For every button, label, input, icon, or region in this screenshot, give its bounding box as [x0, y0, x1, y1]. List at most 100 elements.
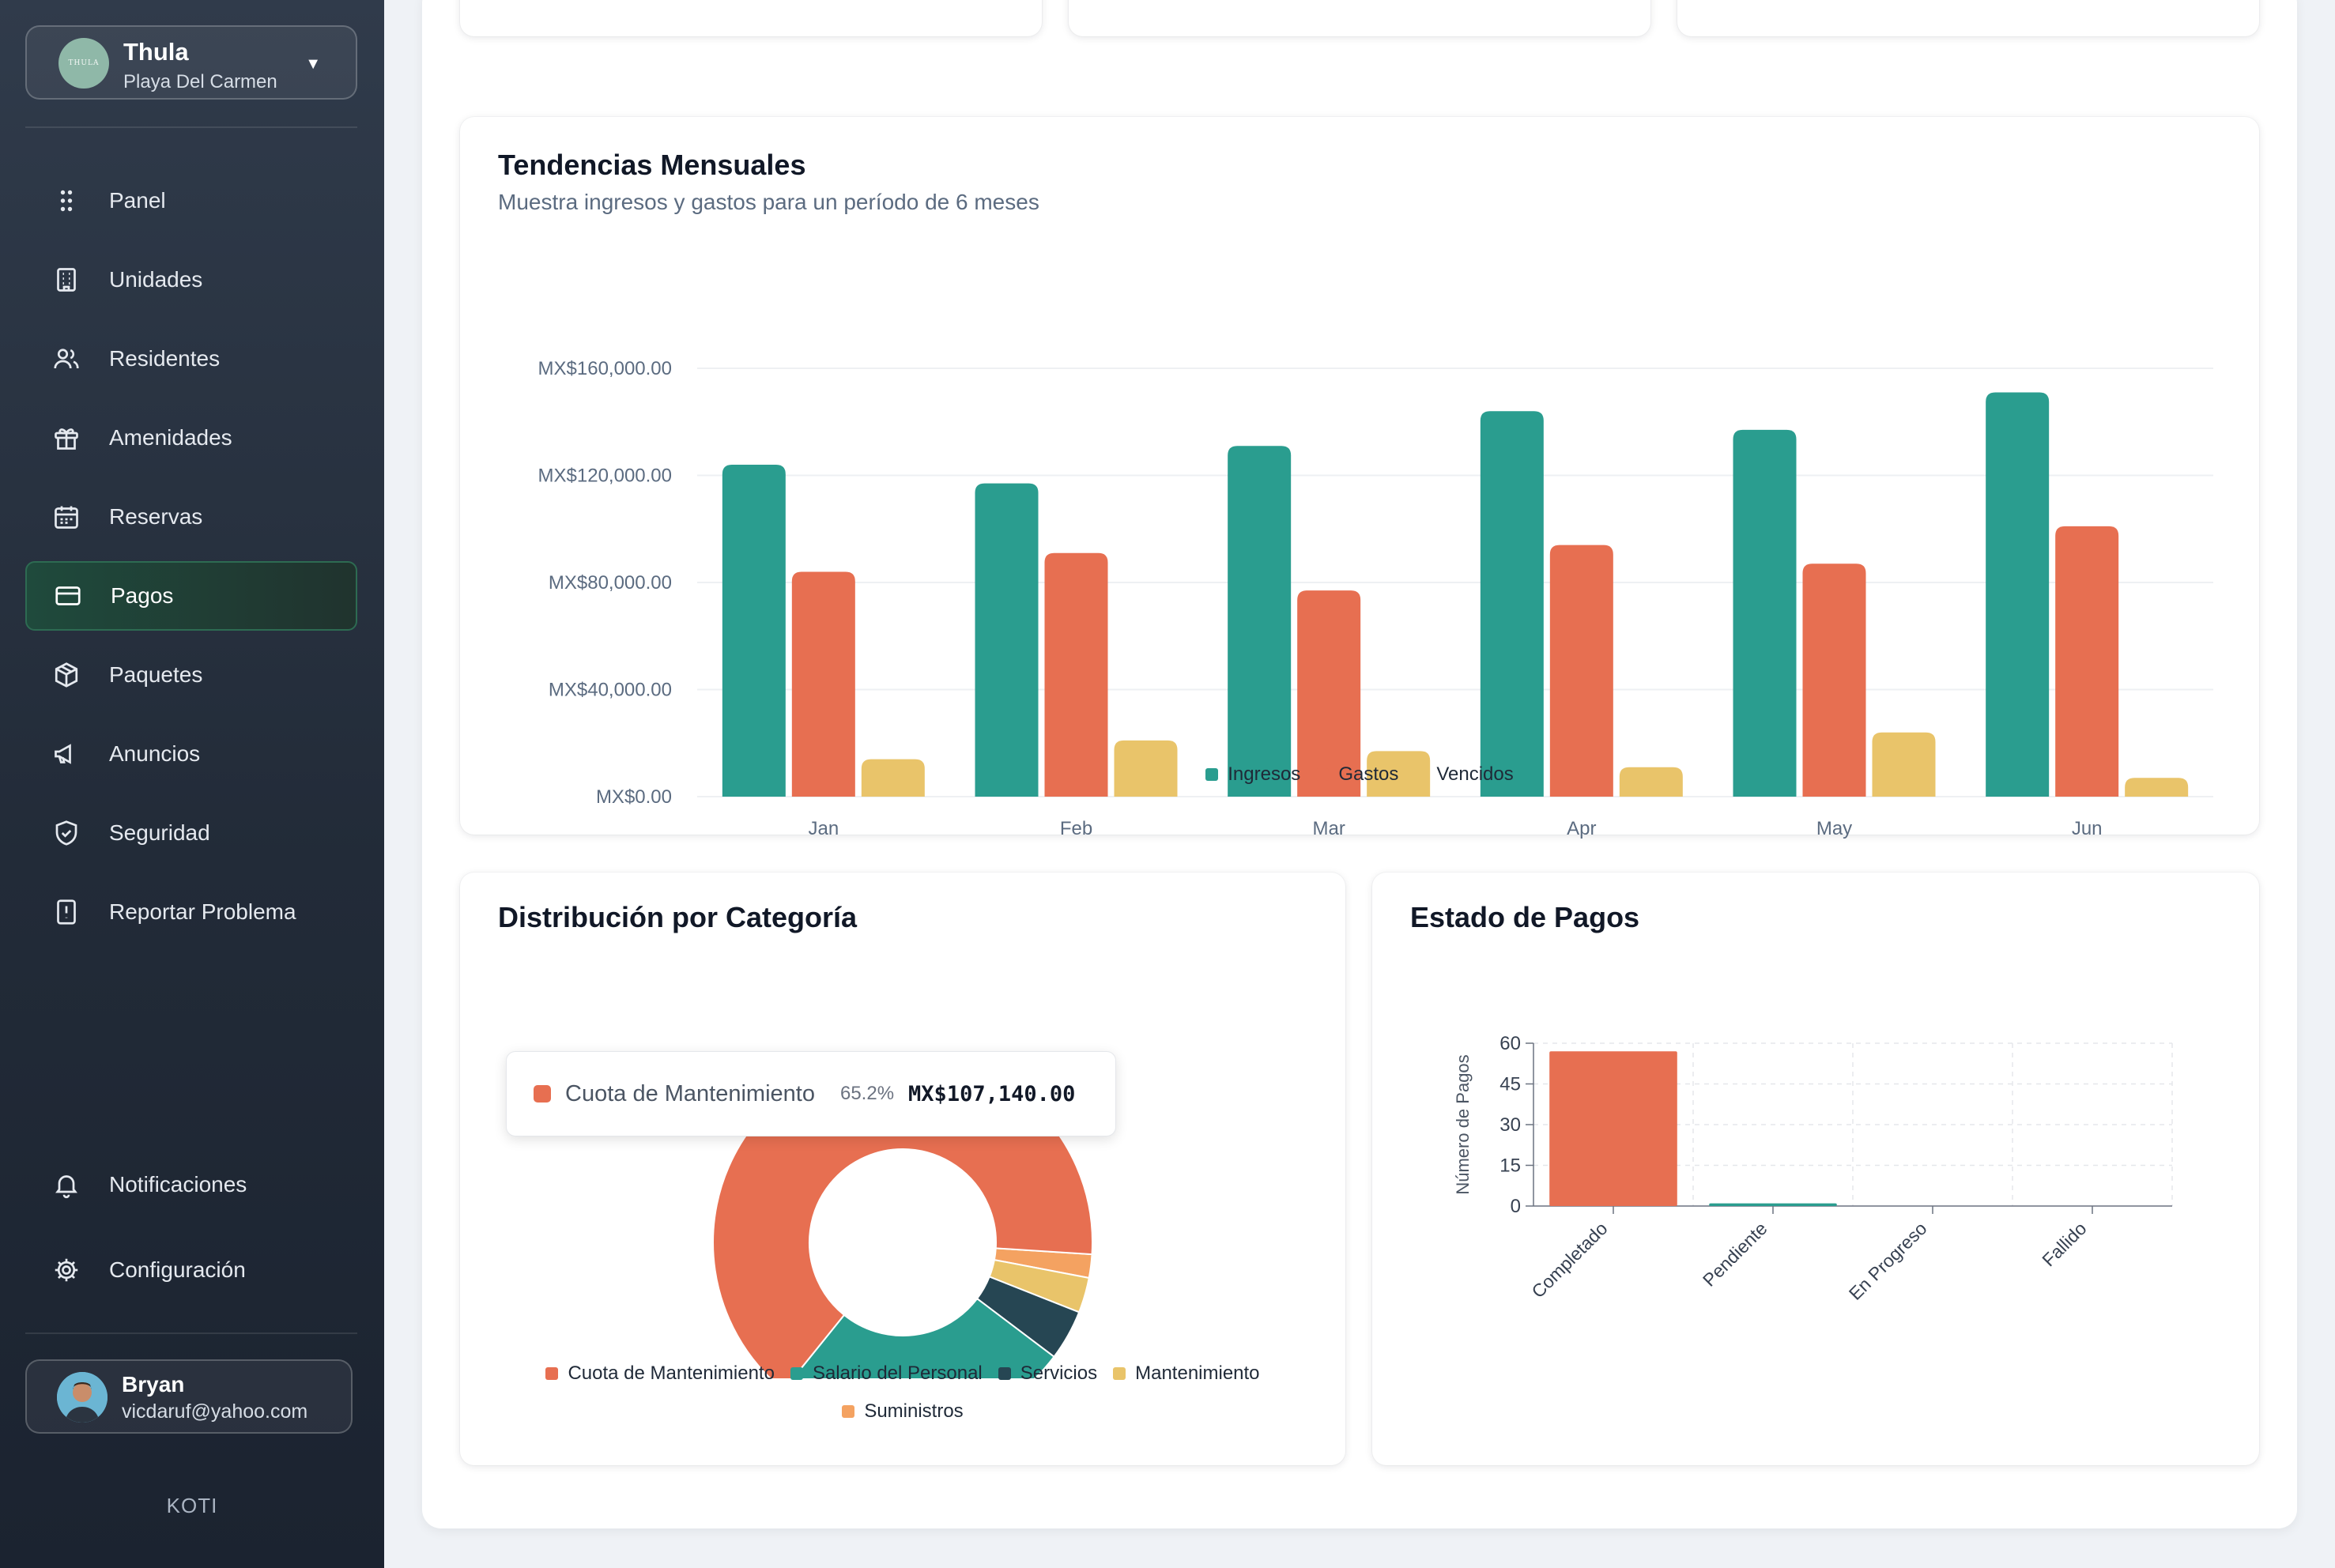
bell-icon — [51, 1169, 82, 1200]
org-location: Playa Del Carmen — [123, 71, 277, 92]
x-tick-label: Jun — [2072, 818, 2103, 839]
x-tick-label: Pendiente — [1699, 1218, 1771, 1291]
bar-ingresos-jun[interactable] — [1986, 392, 2050, 797]
sidebar-divider — [25, 1332, 357, 1334]
legend-item-suministros[interactable]: Suministros — [842, 1393, 964, 1430]
bar-vencidos-apr[interactable] — [1619, 767, 1683, 797]
bar-gastos-apr[interactable] — [1549, 545, 1613, 797]
sidebar-item-seguridad[interactable]: Seguridad — [25, 798, 357, 868]
sidebar-item-residentes[interactable]: Residentes — [25, 324, 357, 394]
legend-label: Suministros — [864, 1400, 964, 1422]
bar-ingresos-jan[interactable] — [722, 464, 786, 797]
legend-label: Cuota de Mantenimiento — [568, 1363, 775, 1384]
sidebar-item-label: Unidades — [109, 267, 203, 292]
gear-icon — [51, 1254, 82, 1286]
card-title: Tendencias Mensuales — [498, 149, 806, 181]
avatar — [57, 1372, 108, 1423]
tooltip-swatch — [534, 1085, 551, 1102]
donut-slice-salario-del-personal[interactable] — [783, 1297, 1055, 1378]
sidebar-nav: Panel Unidades Residentes Amenidades Res… — [25, 166, 357, 956]
y-tick-label: MX$80,000.00 — [549, 572, 672, 594]
megaphone-icon — [51, 738, 82, 770]
credit-card-icon — [52, 580, 84, 612]
sidebar-item-panel[interactable]: Panel — [25, 166, 357, 236]
sidebar-item-paquetes[interactable]: Paquetes — [25, 640, 357, 710]
sidebar-item-label: Reservas — [109, 504, 203, 529]
legend-swatch — [998, 1367, 1011, 1380]
bar-gastos-jun[interactable] — [2055, 526, 2119, 797]
sidebar-item-notificaciones[interactable]: Notificaciones — [25, 1150, 357, 1219]
sidebar-item-label: Anuncios — [109, 741, 201, 766]
sidebar-item-reservas[interactable]: Reservas — [25, 482, 357, 552]
y-tick-label: 45 — [1499, 1074, 1521, 1095]
legend-swatch — [545, 1367, 559, 1380]
sidebar-item-anuncios[interactable]: Anuncios — [25, 719, 357, 789]
sidebar-item-configuracion[interactable]: Configuración — [25, 1235, 357, 1305]
x-tick-label: Fallido — [2038, 1218, 2090, 1270]
bar-vencidos-mar[interactable] — [1367, 751, 1431, 797]
bar-ingresos-may[interactable] — [1733, 429, 1797, 797]
user-email: vicdaruf@yahoo.com — [122, 1400, 308, 1423]
sidebar-item-label: Residentes — [109, 346, 221, 371]
org-switcher[interactable]: THULA Thula Playa Del Carmen ▼ — [25, 25, 357, 100]
y-tick-label: 30 — [1499, 1114, 1521, 1136]
legend-swatch — [1414, 768, 1428, 781]
chart-tooltip: Cuota de Mantenimiento 65.2% MX$107,140.… — [506, 1051, 1116, 1136]
legend-item-mantenimiento[interactable]: Mantenimiento — [1113, 1355, 1260, 1393]
users-icon — [51, 343, 82, 375]
category-distribution-card: Distribución por Categoría Cuota de Mant… — [460, 873, 1345, 1465]
bar-vencidos-jan[interactable] — [861, 759, 925, 797]
brand-wordmark: KOTI — [166, 1494, 218, 1517]
payment-status-card: Estado de Pagos 0 15 30 45 60 Completado Pendi… — [1372, 873, 2259, 1465]
user-profile-card[interactable]: Bryan vicdaruf@yahoo.com — [25, 1359, 353, 1434]
y-tick-label: MX$40,000.00 — [549, 680, 672, 701]
shield-icon — [51, 817, 82, 849]
y-tick-label: MX$120,000.00 — [538, 466, 672, 487]
status-bar-completado[interactable] — [1549, 1051, 1677, 1206]
sidebar-item-reportar-problema[interactable]: Reportar Problema — [25, 877, 357, 947]
sidebar-item-label: Configuración — [109, 1257, 246, 1282]
sidebar-item-unidades[interactable]: Unidades — [25, 245, 357, 315]
bar-vencidos-jun[interactable] — [2125, 778, 2189, 797]
legend-swatch — [842, 1405, 855, 1418]
status-bar-pendiente[interactable] — [1709, 1203, 1837, 1206]
stat-card — [460, 0, 1042, 36]
sidebar-item-amenidades[interactable]: Amenidades — [25, 403, 357, 473]
card-subtitle: Muestra ingresos y gastos para un períod… — [498, 190, 1039, 214]
legend-item-salario[interactable]: Salario del Personal — [790, 1355, 983, 1393]
bar-ingresos-feb[interactable] — [975, 483, 1039, 797]
chart-legend: Ingresos Gastos Vencidos — [460, 763, 2259, 786]
legend-swatch — [1205, 768, 1219, 781]
payment-status-chart: 0 15 30 45 60 Completado Pendiente En Progreso F… — [1453, 1033, 2173, 1304]
tooltip-value: MX$107,140.00 — [908, 1081, 1076, 1106]
sidebar-item-label: Panel — [109, 188, 166, 213]
legend-item-gastos[interactable]: Gastos — [1316, 763, 1398, 786]
bar-ingresos-apr[interactable] — [1480, 411, 1544, 797]
monthly-trends-chart: MX$0.00 MX$40,000.00 MX$80,000.00 MX$120,00… — [538, 358, 2213, 839]
legend-item-servicios[interactable]: Servicios — [998, 1355, 1097, 1393]
bar-vencidos-feb[interactable] — [1114, 740, 1178, 797]
chart-legend: Cuota de Mantenimiento Salario del Perso… — [507, 1355, 1298, 1430]
legend-item-ingresos[interactable]: Ingresos — [1205, 763, 1300, 786]
card-title: Distribución por Categoría — [498, 901, 858, 933]
user-name: Bryan — [122, 1372, 185, 1396]
chevron-down-icon[interactable]: ▼ — [305, 55, 321, 73]
legend-label: Gastos — [1338, 763, 1399, 785]
bar-gastos-feb[interactable] — [1044, 552, 1108, 797]
legend-swatch — [790, 1367, 803, 1380]
sidebar-nav-bottom: Notificaciones Configuración — [25, 1150, 357, 1314]
sidebar-item-label: Reportar Problema — [109, 899, 296, 924]
bar-gastos-jan[interactable] — [791, 571, 855, 797]
package-icon — [51, 659, 82, 691]
sidebar-item-pagos[interactable]: Pagos — [25, 561, 357, 631]
category-donut-chart — [712, 1052, 1093, 1378]
x-tick-label: Mar — [1312, 818, 1345, 839]
legend-item-vencidos[interactable]: Vencidos — [1414, 763, 1514, 786]
bar-ingresos-mar[interactable] — [1228, 446, 1292, 797]
bar-vencidos-may[interactable] — [1872, 732, 1936, 797]
bar-gastos-may[interactable] — [1802, 564, 1866, 797]
legend-item-cuota[interactable]: Cuota de Mantenimiento — [545, 1355, 775, 1393]
bar-gastos-mar[interactable] — [1297, 590, 1361, 797]
gift-icon — [51, 422, 82, 454]
legend-label: Vencidos — [1436, 763, 1514, 785]
